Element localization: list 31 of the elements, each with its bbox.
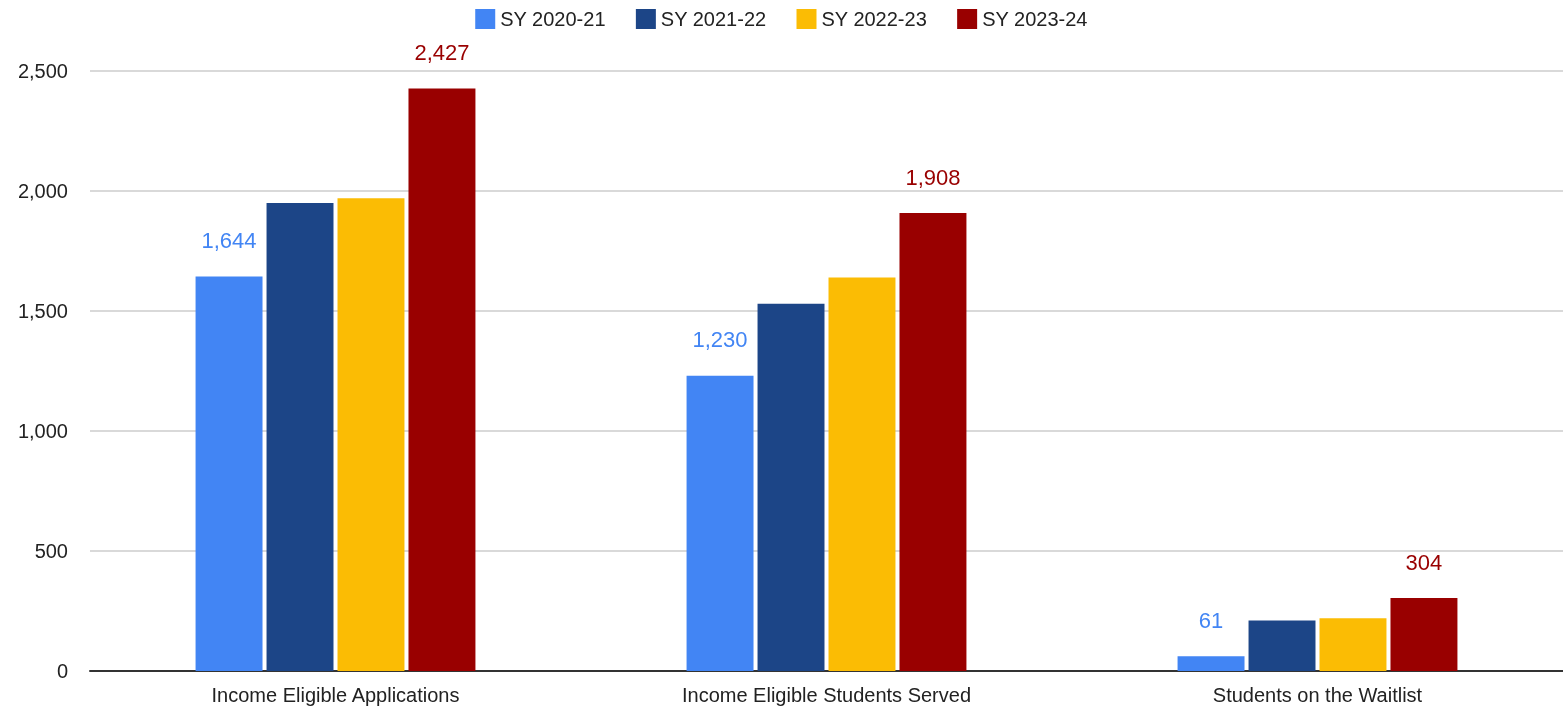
x-tick-label: Students on the Waitlist <box>1212 684 1423 706</box>
bar <box>1177 656 1245 671</box>
y-tick-label: 2,000 <box>17 180 68 202</box>
bar <box>757 303 825 671</box>
legend-label: SY 2022-23 <box>821 8 927 30</box>
bar <box>1319 618 1387 671</box>
bar <box>337 198 405 671</box>
legend-label: SY 2023-24 <box>982 8 1088 30</box>
y-tick-label: 0 <box>56 660 68 682</box>
bar <box>828 277 896 671</box>
data-label: 1,230 <box>692 327 748 353</box>
data-label: 1,908 <box>905 164 961 190</box>
data-label: 2,427 <box>414 40 470 66</box>
bar <box>1248 620 1316 671</box>
y-tick-label: 500 <box>34 540 68 562</box>
y-tick-label: 2,500 <box>17 60 68 82</box>
bar <box>1390 598 1458 671</box>
bar <box>686 375 754 671</box>
x-tick-label: Income Eligible Students Served <box>681 684 972 706</box>
legend-label: SY 2020-21 <box>500 8 606 30</box>
bar <box>408 88 476 671</box>
data-label: 304 <box>1405 549 1443 575</box>
bar <box>195 276 263 671</box>
bar <box>899 213 967 671</box>
x-tick-label: Income Eligible Applications <box>211 684 460 706</box>
data-label: 1,644 <box>201 227 257 253</box>
y-tick-label: 1,000 <box>17 420 68 442</box>
data-label: 61 <box>1198 607 1224 633</box>
y-tick-label: 1,500 <box>17 300 68 322</box>
legend-label: SY 2021-22 <box>660 8 767 30</box>
bar <box>266 203 334 671</box>
